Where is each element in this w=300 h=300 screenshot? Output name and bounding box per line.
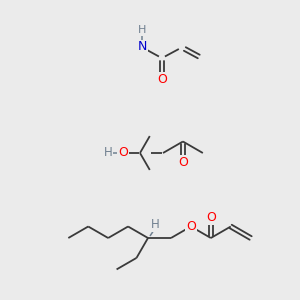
Text: H: H [138,25,146,35]
Text: N: N [137,40,147,53]
Text: H: H [151,218,159,232]
Text: H: H [103,146,112,160]
Text: O: O [186,220,196,233]
Text: O: O [118,146,128,160]
Text: O: O [206,211,216,224]
Text: O: O [157,73,167,85]
Text: O: O [178,155,188,169]
